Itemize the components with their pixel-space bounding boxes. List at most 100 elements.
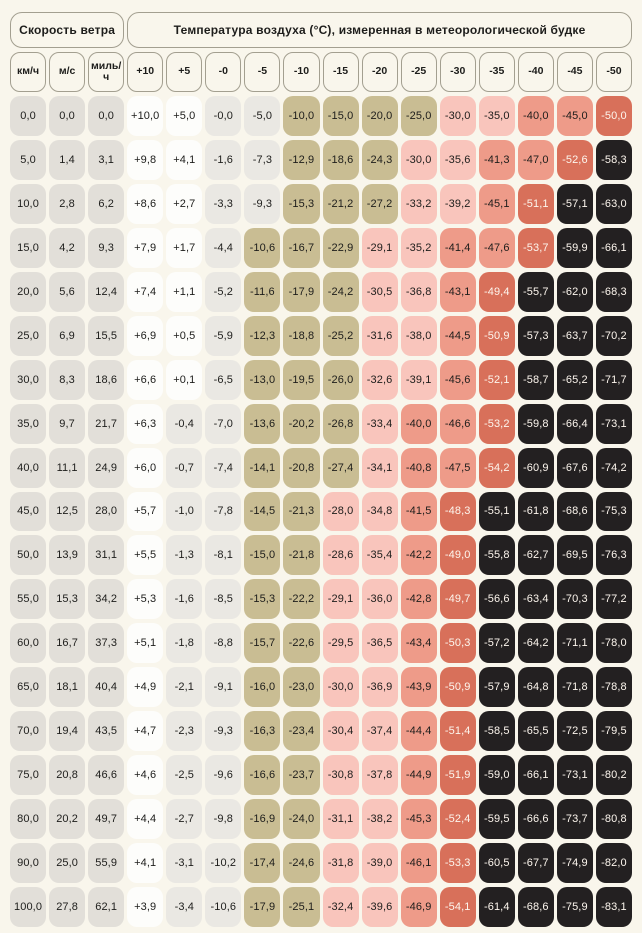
wind-chill-cell: -2,3 <box>166 711 203 752</box>
wind-chill-cell: -43,1 <box>439 271 476 312</box>
wind-chill-cell: -23,0 <box>283 667 320 708</box>
wind-chill-cell: -21,3 <box>283 491 320 532</box>
wind-chill-cell: -16,9 <box>244 799 281 840</box>
wind-chill-cell: -64,8 <box>517 667 554 708</box>
wind-chill-cell: -51,4 <box>439 711 476 752</box>
speed-cell: 12,4 <box>88 271 125 312</box>
wind-chill-cell: -30,5 <box>361 271 398 312</box>
wind-chill-cell: -26,8 <box>322 403 359 444</box>
wind-chill-cell: -29,1 <box>361 227 398 268</box>
speed-cell: 15,0 <box>10 227 47 268</box>
wind-chill-cell: -82,0 <box>595 843 632 884</box>
wind-chill-cell: -51,9 <box>439 755 476 796</box>
wind-chill-cell: -59,8 <box>517 403 554 444</box>
wind-chill-cell: -53,7 <box>517 227 554 268</box>
col-header-t+10: +10 <box>127 52 164 92</box>
wind-chill-cell: -32,4 <box>322 887 359 927</box>
wind-chill-cell: -6,5 <box>205 359 242 400</box>
col-header-t-35: -35 <box>478 52 515 92</box>
wind-chill-cell: -9,1 <box>205 667 242 708</box>
wind-chill-cell: -1,6 <box>205 139 242 180</box>
wind-chill-cell: -5,9 <box>205 315 242 356</box>
speed-cell: 0,0 <box>49 96 86 136</box>
wind-chill-cell: -7,3 <box>244 139 281 180</box>
wind-chill-cell: +5,0 <box>166 96 203 136</box>
wind-chill-cell: -62,0 <box>556 271 593 312</box>
speed-cell: 6,2 <box>88 183 125 224</box>
wind-chill-cell: -51,1 <box>517 183 554 224</box>
wind-chill-cell: -17,9 <box>244 887 281 927</box>
wind-chill-cell: -59,0 <box>478 755 515 796</box>
speed-cell: 19,4 <box>49 711 86 752</box>
wind-chill-cell: -16,3 <box>244 711 281 752</box>
wind-chill-cell: -22,6 <box>283 623 320 664</box>
speed-cell: 9,3 <box>88 227 125 268</box>
wind-chill-cell: +5,7 <box>127 491 164 532</box>
wind-chill-cell: +4,1 <box>127 843 164 884</box>
wind-chill-cell: -30,0 <box>400 139 437 180</box>
wind-chill-cell: -58,7 <box>517 359 554 400</box>
wind-chill-cell: -15,3 <box>283 183 320 224</box>
speed-cell: 20,2 <box>49 799 86 840</box>
col-header-t-0: -0 <box>205 52 242 92</box>
speed-cell: 1,4 <box>49 139 86 180</box>
wind-chill-cell: -30,0 <box>439 96 476 136</box>
wind-chill-cell: -68,6 <box>517 887 554 927</box>
wind-chill-cell: -59,9 <box>556 227 593 268</box>
wind-chill-cell: +1,7 <box>166 227 203 268</box>
wind-chill-cell: -80,2 <box>595 755 632 796</box>
col-header-t-15: -15 <box>322 52 359 92</box>
wind-chill-cell: -2,5 <box>166 755 203 796</box>
wind-chill-cell: -43,9 <box>400 667 437 708</box>
wind-chill-cell: -73,7 <box>556 799 593 840</box>
speed-cell: 15,5 <box>88 315 125 356</box>
speed-cell: 20,0 <box>10 271 47 312</box>
wind-chill-cell: -56,6 <box>478 579 515 620</box>
wind-chill-cell: -46,9 <box>400 887 437 927</box>
wind-chill-cell: -63,7 <box>556 315 593 356</box>
wind-chill-cell: -47,5 <box>439 447 476 488</box>
wind-chill-cell: -73,1 <box>556 755 593 796</box>
speed-cell: 49,7 <box>88 799 125 840</box>
wind-chill-cell: -45,0 <box>556 96 593 136</box>
wind-chill-cell: -52,1 <box>478 359 515 400</box>
wind-chill-cell: -41,3 <box>478 139 515 180</box>
wind-chill-cell: -75,3 <box>595 491 632 532</box>
wind-chill-cell: -30,4 <box>322 711 359 752</box>
wind-chill-cell: +0,5 <box>166 315 203 356</box>
wind-chill-cell: -3,4 <box>166 887 203 927</box>
speed-cell: 12,5 <box>49 491 86 532</box>
wind-chill-cell: -24,6 <box>283 843 320 884</box>
wind-chill-cell: +5,5 <box>127 535 164 576</box>
wind-chill-cell: -7,8 <box>205 491 242 532</box>
wind-chill-cell: -23,4 <box>283 711 320 752</box>
wind-chill-cell: -44,4 <box>400 711 437 752</box>
speed-cell: 55,0 <box>10 579 47 620</box>
speed-cell: 46,6 <box>88 755 125 796</box>
speed-cell: 5,6 <box>49 271 86 312</box>
speed-cell: 15,3 <box>49 579 86 620</box>
wind-chill-cell: -71,1 <box>556 623 593 664</box>
wind-chill-cell: +6,6 <box>127 359 164 400</box>
wind-chill-cell: -35,0 <box>478 96 515 136</box>
wind-chill-cell: -60,9 <box>517 447 554 488</box>
speed-cell: 21,7 <box>88 403 125 444</box>
wind-chill-cell: +0,1 <box>166 359 203 400</box>
speed-cell: 24,9 <box>88 447 125 488</box>
wind-chill-cell: -69,5 <box>556 535 593 576</box>
wind-chill-cell: -7,4 <box>205 447 242 488</box>
wind-chill-cell: -37,8 <box>361 755 398 796</box>
wind-speed-header: Скорость ветра <box>10 12 125 48</box>
wind-chill-cell: -22,2 <box>283 579 320 620</box>
wind-chill-cell: -25,1 <box>283 887 320 927</box>
col-header-t-25: -25 <box>400 52 437 92</box>
wind-chill-cell: -44,9 <box>400 755 437 796</box>
wind-chill-cell: -9,3 <box>205 711 242 752</box>
wind-chill-cell: -34,8 <box>361 491 398 532</box>
wind-chill-cell: -36,9 <box>361 667 398 708</box>
wind-chill-cell: -18,6 <box>322 139 359 180</box>
wind-chill-cell: -17,9 <box>283 271 320 312</box>
speed-cell: 18,1 <box>49 667 86 708</box>
wind-chill-cell: -40,8 <box>400 447 437 488</box>
